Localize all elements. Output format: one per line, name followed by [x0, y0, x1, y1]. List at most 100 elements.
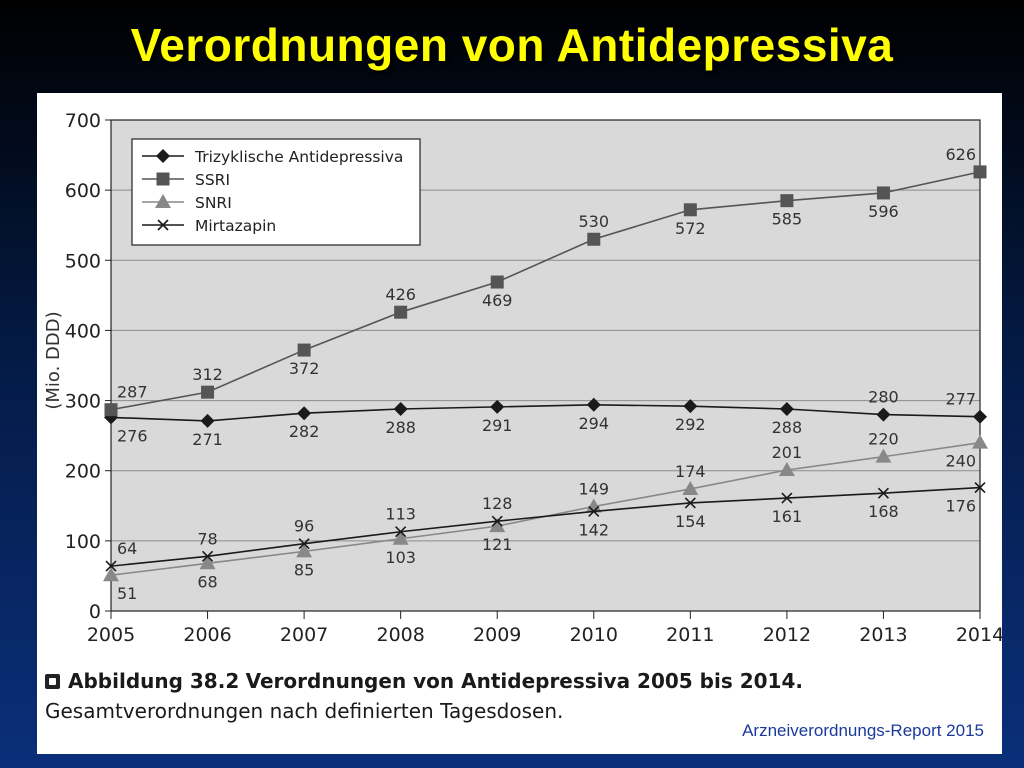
data-label: 312 — [192, 365, 223, 384]
data-point — [200, 413, 215, 428]
data-point — [779, 401, 794, 416]
caption-label: Abbildung 38.2 — [68, 669, 240, 693]
data-point — [973, 165, 987, 179]
data-label: 85 — [294, 560, 314, 579]
data-point — [490, 399, 505, 414]
line-chart: 0 100 200 300 400 500 600 700 2005 2006 2007 2008 20… — [43, 110, 1002, 646]
data-label: 426 — [385, 285, 416, 304]
data-label: 530 — [579, 212, 610, 231]
source-note: Arzneiverordnungs-Report 2015 — [742, 721, 984, 740]
data-label: 280 — [868, 388, 899, 407]
data-label: 277 — [945, 390, 976, 409]
x-tick-label: 2006 — [183, 624, 231, 646]
legend-label: SNRI — [195, 194, 232, 212]
data-point — [104, 403, 118, 417]
x-tick-label: 2013 — [859, 624, 907, 646]
series-trizyklische-antidepressiva: 276 271 282 288 291 294 292 288 280 277 — [104, 388, 987, 449]
legend-marker — [156, 172, 170, 186]
data-point — [588, 505, 600, 517]
y-tick-label: 700 — [65, 110, 101, 132]
y-tick-label: 600 — [65, 180, 101, 202]
data-point — [682, 480, 699, 495]
slide-content: 0 100 200 300 400 500 600 700 2005 2006 2007 2008 20… — [37, 93, 1002, 754]
x-tick-label: 2010 — [570, 624, 618, 646]
data-point — [973, 409, 987, 424]
data-label: 113 — [385, 505, 416, 524]
data-point — [876, 186, 890, 200]
plot-frame — [110, 119, 981, 612]
chart-legend: Trizyklische Antidepressiva SSRI SNRI Mirta… — [131, 138, 421, 246]
x-tick-label: 2007 — [280, 624, 328, 646]
data-label: 271 — [192, 430, 223, 449]
data-label: 372 — [289, 359, 320, 378]
series-line — [110, 403, 981, 422]
data-point — [491, 515, 503, 527]
data-point — [489, 518, 506, 533]
y-tick-label: 500 — [65, 250, 101, 272]
data-point — [972, 434, 988, 449]
series-line — [110, 486, 981, 567]
data-point — [778, 462, 795, 477]
data-label: 174 — [675, 462, 706, 481]
data-label: 168 — [868, 502, 899, 521]
data-point — [297, 343, 311, 357]
data-point — [490, 275, 504, 289]
data-point — [201, 385, 215, 399]
data-point — [297, 406, 312, 421]
data-label: 294 — [579, 414, 610, 433]
data-label: 585 — [772, 210, 803, 229]
x-tick-label: 2014 — [956, 624, 1002, 646]
data-label: 154 — [675, 512, 706, 531]
data-point — [199, 555, 216, 570]
data-point — [298, 538, 310, 550]
data-point — [587, 232, 601, 246]
data-label: 469 — [482, 291, 513, 310]
x-tick-label: 2005 — [87, 624, 135, 646]
data-point — [684, 497, 696, 509]
y-tick-label: 300 — [65, 391, 101, 413]
data-label: 287 — [117, 383, 148, 402]
data-point — [876, 407, 891, 422]
legend-marker — [156, 149, 170, 163]
y-tick-label: 100 — [65, 531, 101, 553]
data-point — [585, 498, 602, 513]
figure-caption: Abbildung 38.2 Verordnungen von Antidepr… — [45, 666, 985, 726]
data-point — [392, 530, 409, 545]
data-label: 68 — [197, 572, 217, 591]
data-point — [875, 448, 892, 463]
data-point — [296, 543, 313, 558]
data-label: 220 — [868, 430, 899, 449]
data-label: 176 — [945, 497, 976, 516]
data-label: 626 — [945, 145, 976, 164]
x-tick-label: 2011 — [666, 624, 714, 646]
legend-label: Mirtazapin — [195, 217, 276, 235]
y-axis-label: (Mio. DDD) — [43, 311, 64, 409]
data-label: 572 — [675, 219, 706, 238]
data-label: 276 — [117, 426, 148, 445]
data-point — [683, 399, 698, 414]
series-ssri: 287 312 372 426 469 530 572 585 596 626 — [104, 145, 987, 417]
slide-title: Verordnungen von Antidepressiva — [130, 19, 894, 71]
x-tick-label: 2008 — [376, 624, 424, 646]
data-label: 96 — [294, 517, 314, 536]
data-point — [103, 567, 119, 582]
data-point — [683, 203, 697, 217]
data-point — [877, 487, 890, 499]
data-point — [780, 194, 794, 208]
y-tick-label: 0 — [89, 601, 101, 623]
data-label: 240 — [945, 452, 976, 471]
data-point — [393, 401, 408, 416]
data-label: 78 — [197, 529, 217, 548]
data-label: 288 — [385, 418, 416, 437]
caption-title: Verordnungen von Antidepressiva 2005 bis… — [245, 669, 803, 693]
x-tick-label: 2009 — [473, 624, 521, 646]
legend-marker — [155, 194, 171, 208]
data-label: 292 — [675, 415, 706, 434]
data-label: 128 — [482, 494, 513, 513]
data-label: 142 — [579, 520, 610, 539]
data-label: 596 — [868, 202, 899, 221]
data-label: 149 — [579, 479, 610, 498]
data-point — [395, 526, 407, 538]
data-label: 291 — [482, 416, 513, 435]
data-label: 51 — [117, 584, 137, 603]
